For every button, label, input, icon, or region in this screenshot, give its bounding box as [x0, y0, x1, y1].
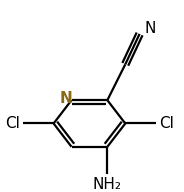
Text: N: N — [60, 91, 72, 106]
Text: N: N — [145, 21, 156, 36]
Text: NH₂: NH₂ — [93, 177, 122, 192]
Text: Cl: Cl — [159, 116, 174, 131]
Text: Cl: Cl — [5, 116, 20, 131]
